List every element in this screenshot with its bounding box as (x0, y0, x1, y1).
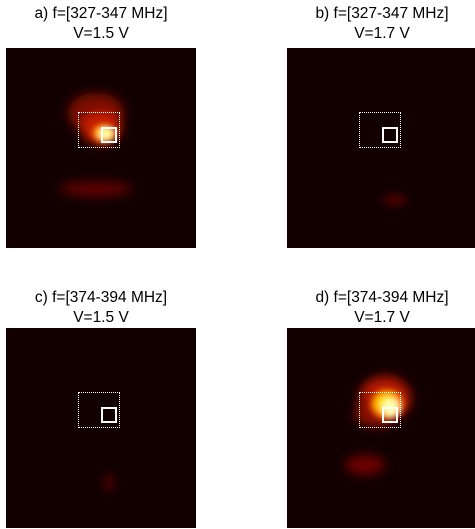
panel-a-heatmap-svg (60, 93, 132, 197)
panel-c: c) f=[374-394 MHz] V=1.5 V (6, 288, 196, 528)
panel-c-title-line2: V=1.5 V (73, 309, 129, 326)
panel-a: a) f=[327-347 MHz] V=1.5 V (6, 4, 196, 248)
panel-b-title-line2: V=1.7 V (354, 25, 410, 42)
panel-b-heatmap (287, 48, 475, 248)
solid-roi-box (101, 127, 117, 143)
faint-lower-right-spot (383, 194, 407, 206)
panel-d-heatmap (287, 328, 475, 528)
dotted-roi-box (78, 392, 120, 428)
solid-roi-box (101, 407, 117, 423)
solid-roi-box (382, 127, 398, 143)
panel-a-heatmap (6, 48, 196, 248)
panel-d-title-line1: d) f=[374-394 MHz] (315, 289, 449, 306)
panel-b-title-line1: b) f=[327-347 MHz] (315, 5, 449, 22)
dotted-roi-box (359, 112, 401, 148)
panel-c-heatmap (6, 328, 196, 528)
panel-d-heatmap-svg (345, 376, 411, 475)
panel-c-title-line1: c) f=[374-394 MHz] (34, 289, 168, 306)
panel-d: d) f=[374-394 MHz] V=1.7 V (287, 288, 475, 528)
panel-d-title-line2: V=1.7 V (354, 309, 410, 326)
lower-streak (60, 181, 132, 197)
panel-b: b) f=[327-347 MHz] V=1.7 V (287, 4, 475, 248)
panel-a-title-line1: a) f=[327-347 MHz] (34, 5, 168, 22)
lower-left-streak (345, 455, 385, 475)
dotted-roi-box (359, 392, 401, 428)
solid-roi-box (382, 407, 398, 423)
panel-b-heatmap-svg (383, 194, 407, 206)
dotted-roi-box (78, 112, 120, 148)
faint-lower-spot (103, 473, 115, 493)
panel-c-heatmap-svg (103, 473, 115, 493)
panel-a-title-line2: V=1.5 V (73, 25, 129, 42)
